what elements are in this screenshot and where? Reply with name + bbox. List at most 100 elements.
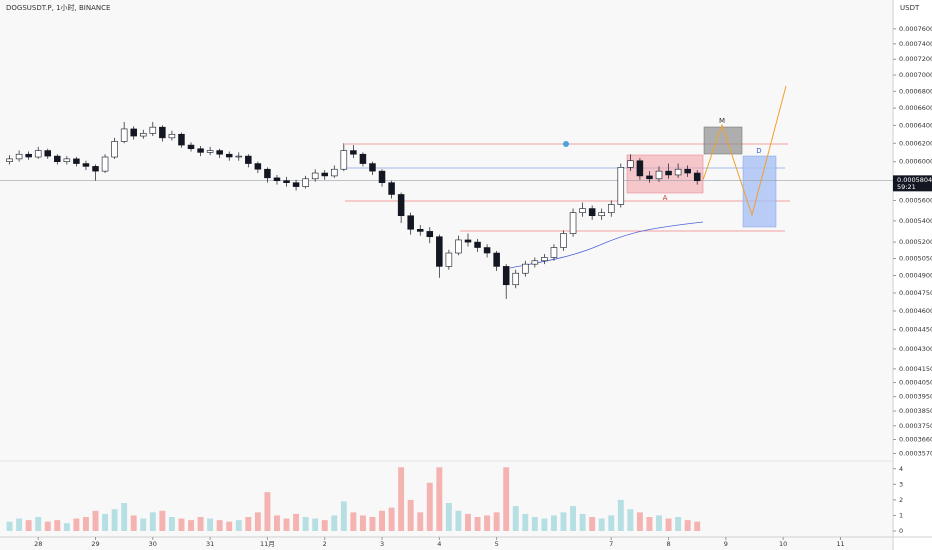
candle-body (512, 272, 520, 286)
y-tick-label: 0.0007400 (899, 40, 932, 48)
x-tick-label: 11月 (260, 540, 275, 548)
candle-body (178, 133, 185, 146)
candle-body (655, 170, 663, 180)
zone-box (703, 126, 743, 155)
candle-body (684, 168, 691, 174)
candle-body (388, 182, 395, 195)
x-tick-label: 29 (91, 540, 99, 548)
candle-body (531, 260, 539, 265)
candle-body (416, 228, 424, 232)
y-tick-label: 0.0003950 (899, 393, 932, 401)
candle-body (474, 241, 481, 248)
y-tick-label: 0.0004750 (899, 289, 932, 297)
candle-body (197, 148, 204, 153)
candle-body (369, 163, 376, 172)
x-tick-label: 3 (380, 540, 384, 548)
candle-body (331, 168, 338, 177)
candle-body (598, 212, 605, 217)
candle-body (6, 158, 13, 162)
x-tick-label: 9 (724, 540, 728, 548)
x-tick-label: 30 (149, 540, 157, 548)
candle-body (292, 182, 300, 187)
candle-body (187, 144, 195, 150)
countdown-label: 59:21 (897, 183, 916, 191)
candle-body (502, 266, 510, 286)
y-tick-label: 0.0007200 (899, 55, 932, 63)
candle-body (140, 133, 147, 137)
candle-body (627, 160, 634, 168)
projection-path (702, 85, 787, 217)
candle-body (54, 155, 61, 162)
y-tick-label: 0.0003850 (899, 407, 932, 415)
x-tick-label: 28 (34, 540, 42, 548)
candle-body (359, 153, 367, 164)
candle-body (130, 128, 137, 137)
y-tick-label: 0.0004150 (899, 365, 932, 373)
candle-body (235, 155, 243, 158)
candle-body (560, 233, 567, 248)
candle-body (159, 126, 166, 139)
candle-body (569, 212, 577, 234)
candle-body (665, 170, 672, 176)
candle-body (111, 141, 118, 158)
last-price-label: 0.0005804 (897, 176, 932, 184)
candle-body (168, 133, 176, 139)
x-tick-label: 7 (609, 540, 613, 548)
candle-body (483, 247, 491, 254)
candle-body (436, 236, 443, 267)
candle-body (15, 153, 23, 160)
candle-body (44, 150, 52, 157)
candle-body (264, 168, 271, 179)
candle-body (340, 150, 348, 170)
zone-box (742, 155, 777, 228)
candle-body (464, 239, 472, 243)
y-tick-label: 0.0005200 (899, 238, 932, 246)
volume-tick-label: 0 (899, 527, 903, 535)
pattern-label: M (719, 117, 725, 125)
candle-body (407, 215, 414, 230)
y-tick-label: 0.0005400 (899, 217, 932, 225)
candle-body (397, 194, 405, 217)
x-tick-label: 2 (323, 540, 327, 548)
candle-body (378, 170, 386, 183)
candle-body (636, 160, 644, 177)
volume-tick-label: 4 (899, 465, 903, 473)
candle-body (302, 178, 309, 187)
candle-body (245, 155, 252, 164)
volume-tick-label: 1 (899, 511, 903, 519)
candle-body (311, 172, 319, 180)
candle-body (206, 150, 214, 153)
level-marker (563, 141, 569, 147)
candle-body (674, 168, 682, 176)
candle-body (92, 166, 99, 172)
x-tick-label: 11 (836, 540, 844, 548)
x-tick-label: 31 (206, 540, 214, 548)
price-axis-panel (893, 0, 932, 550)
x-tick-label: 5 (495, 540, 499, 548)
candle-body (321, 172, 328, 177)
candle-body (25, 153, 32, 158)
y-tick-label: 0.0004600 (899, 307, 932, 315)
candle-body (82, 163, 90, 167)
y-tick-label: 0.0006800 (899, 87, 932, 95)
candle-body (693, 172, 701, 182)
candle-body (617, 167, 625, 205)
volume-tick-label: 3 (899, 480, 903, 488)
candle-body (34, 150, 42, 158)
y-tick-label: 0.0004050 (899, 379, 932, 387)
y-tick-label: 0.0004300 (899, 345, 932, 353)
candle-body (522, 263, 529, 274)
y-tick-label: 0.0006600 (899, 104, 932, 112)
candle-body (550, 247, 558, 258)
y-tick-label: 0.0003750 (899, 422, 932, 430)
candle-body (445, 252, 453, 267)
pattern-label: D (756, 147, 761, 155)
drawings: M D A (345, 85, 790, 269)
y-tick-label: 0.0007600 (899, 25, 932, 33)
candle-body (426, 231, 434, 238)
candle-body (646, 175, 653, 180)
candle-body (493, 252, 500, 267)
